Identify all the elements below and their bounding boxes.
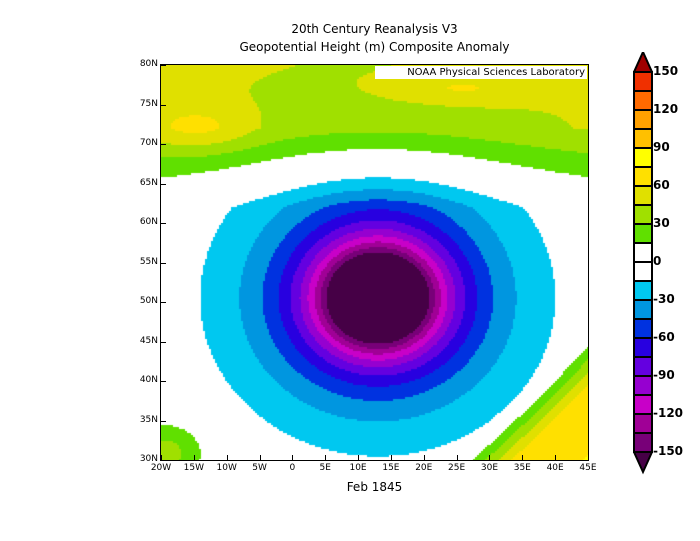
colorbar-label: 90	[653, 140, 670, 154]
colorbar-label: -30	[653, 292, 675, 306]
x-tick-label: 20E	[415, 463, 433, 473]
colorbar-bin	[633, 147, 653, 168]
y-tick	[161, 223, 166, 224]
colorbar-bin	[633, 375, 653, 396]
x-tick	[456, 455, 458, 460]
y-tick	[161, 341, 166, 343]
colorbar-bin	[633, 90, 653, 111]
colorbar-label: -60	[653, 330, 675, 344]
y-tick-label: 70N	[139, 138, 158, 148]
colorbar-bin	[633, 242, 653, 263]
colorbar-bin	[633, 261, 653, 282]
x-tick-label: 15W	[183, 463, 205, 473]
y-tick-label: 80N	[139, 59, 158, 69]
colorbar-label: -90	[653, 368, 675, 382]
colorbar-bin	[633, 280, 653, 301]
x-tick	[325, 455, 327, 460]
y-tick-label: 50N	[139, 296, 158, 306]
y-tick-label: 75N	[139, 98, 158, 109]
colorbar-bin	[633, 356, 653, 377]
map-frame	[160, 64, 589, 461]
x-tick-label: 45E	[579, 463, 597, 473]
colorbar-max-triangle	[633, 52, 653, 73]
colorbar-bin	[633, 71, 653, 92]
colorbar-bin	[633, 166, 653, 187]
y-tick-label: 30N	[139, 454, 158, 464]
credit-label: NOAA Physical Sciences Laboratory	[375, 66, 587, 79]
colorbar-bin	[633, 337, 653, 358]
colorbar-label: 30	[653, 216, 670, 230]
y-tick-label: 45N	[139, 335, 158, 346]
x-tick-label: 15E	[382, 463, 400, 473]
x-tick	[292, 455, 294, 460]
y-tick	[161, 420, 166, 422]
x-tick-label: 20W	[150, 463, 172, 473]
anomaly-map	[161, 65, 588, 460]
colorbar-bin	[633, 223, 653, 244]
colorbar-min-triangle	[633, 451, 653, 475]
x-tick	[259, 455, 261, 460]
y-tick-label: 40N	[139, 375, 158, 385]
colorbar-label: -150	[653, 444, 684, 458]
colorbar-label: 0	[653, 254, 662, 268]
y-tick	[161, 104, 166, 106]
subtitle: Geopotential Height (m) Composite Anomal…	[239, 40, 510, 54]
y-tick	[161, 65, 166, 66]
x-tick-label: 0	[289, 463, 296, 473]
y-tick-label: 55N	[139, 256, 158, 267]
colorbar	[633, 52, 653, 475]
colorbar-label: -120	[653, 406, 684, 420]
y-tick	[161, 302, 166, 303]
x-tick-label: 10E	[349, 463, 367, 473]
x-tick	[489, 455, 491, 460]
x-tick	[161, 455, 162, 460]
y-tick-label: 35N	[139, 414, 158, 425]
colorbar-label: 60	[653, 178, 670, 192]
colorbar-bin	[633, 109, 653, 130]
x-tick	[358, 455, 360, 460]
x-tick-label: 35E	[513, 463, 531, 473]
colorbar-bin	[633, 128, 653, 149]
y-tick	[161, 262, 166, 264]
colorbar-bin	[633, 394, 653, 415]
x-tick	[226, 455, 228, 460]
y-tick	[161, 183, 166, 185]
colorbar-bin	[633, 185, 653, 206]
colorbar-bin	[633, 413, 653, 434]
x-tick	[588, 455, 589, 460]
y-tick	[161, 144, 166, 145]
y-tick-label: 65N	[139, 177, 158, 188]
x-tick-label: 5E	[319, 463, 331, 473]
x-tick-label: 40E	[546, 463, 564, 473]
date-label: Feb 1845	[346, 480, 403, 494]
x-tick-label: 30E	[480, 463, 499, 473]
x-tick	[423, 455, 425, 460]
x-tick	[193, 455, 195, 460]
x-tick	[555, 455, 557, 460]
x-tick	[522, 455, 524, 460]
colorbar-bin	[633, 318, 653, 339]
x-tick-label: 5W	[252, 463, 267, 473]
x-tick-label: 10W	[216, 463, 237, 473]
y-tick-label: 60N	[139, 217, 158, 227]
x-tick-label: 25E	[448, 463, 466, 473]
colorbar-label: 150	[653, 64, 679, 78]
y-tick	[161, 381, 166, 382]
colorbar-label: 120	[653, 102, 679, 116]
x-tick	[390, 455, 392, 460]
colorbar-bin	[633, 204, 653, 225]
y-tick	[161, 460, 166, 461]
title: 20th Century Reanalysis V3	[291, 22, 458, 36]
colorbar-bin	[633, 299, 653, 320]
colorbar-bin	[633, 432, 653, 453]
